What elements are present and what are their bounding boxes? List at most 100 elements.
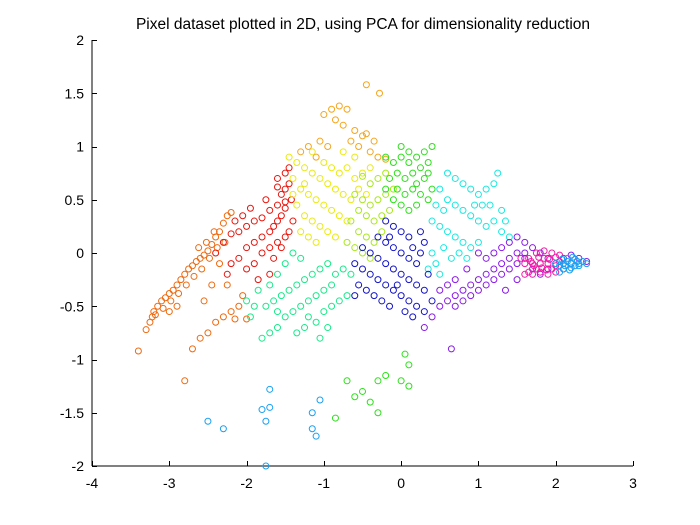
scatter-point xyxy=(227,260,235,268)
scatter-point xyxy=(374,276,382,284)
scatter-point xyxy=(424,270,432,278)
scatter-point xyxy=(513,233,521,241)
scatter-point xyxy=(413,260,421,268)
scatter-point xyxy=(397,201,405,209)
scatter-point xyxy=(583,260,591,268)
scatter-point xyxy=(335,102,343,110)
scatter-point xyxy=(301,164,309,172)
scatter-point xyxy=(478,201,486,209)
scatter-point xyxy=(250,238,258,246)
scatter-point xyxy=(455,249,463,257)
scatter-point xyxy=(312,196,320,204)
scatter-point xyxy=(204,329,212,337)
scatter-point xyxy=(482,185,490,193)
scatter-point xyxy=(513,249,521,257)
scatter-point xyxy=(436,222,444,230)
scatter-point xyxy=(436,286,444,294)
scatter-point xyxy=(389,185,397,193)
scatter-point xyxy=(301,180,309,188)
scatter-point xyxy=(482,270,490,278)
scatter-point xyxy=(556,268,564,276)
scatter-point xyxy=(301,276,309,284)
scatter-point xyxy=(216,260,224,268)
scatter-point xyxy=(463,254,471,262)
scatter-point xyxy=(289,308,297,316)
scatter-point xyxy=(362,212,370,220)
scatter-point xyxy=(308,425,316,433)
scatter-point xyxy=(498,206,506,214)
scatter-point xyxy=(289,249,297,257)
scatter-point xyxy=(521,270,529,278)
scatter-point xyxy=(316,137,324,145)
scatter-point xyxy=(134,347,142,355)
scatter-point xyxy=(571,255,579,263)
scatter-point xyxy=(366,201,374,209)
scatter-point xyxy=(451,174,459,182)
scatter-point xyxy=(405,297,413,305)
y-tick-label: -2 xyxy=(72,458,85,474)
scatter-point xyxy=(583,258,591,266)
scatter-point xyxy=(579,258,587,266)
scatter-point xyxy=(378,297,386,305)
scatter-point xyxy=(289,190,297,198)
scatter-point xyxy=(304,233,312,241)
scatter-point xyxy=(320,111,328,119)
scatter-point xyxy=(362,286,370,294)
scatter-point xyxy=(552,268,560,276)
scatter-point xyxy=(277,212,285,220)
scatter-point xyxy=(482,222,490,230)
scatter-point xyxy=(316,265,324,273)
scatter-point xyxy=(428,297,436,305)
x-tick-label: -3 xyxy=(163,475,176,491)
scatter-point xyxy=(185,265,193,273)
scatter-point xyxy=(529,270,537,278)
scatter-point xyxy=(324,143,332,150)
scatter-point xyxy=(324,180,332,188)
scatter-point xyxy=(266,244,274,252)
scatter-point xyxy=(335,212,343,220)
scatter-point xyxy=(428,143,436,150)
scatter-point xyxy=(359,249,366,257)
scatter-point xyxy=(366,254,374,262)
scatter-point xyxy=(273,174,281,182)
scatter-point xyxy=(297,254,305,262)
chart-title: Pixel dataset plotted in 2D, using PCA f… xyxy=(136,16,590,33)
scatter-point xyxy=(521,254,529,262)
scatter-point xyxy=(281,169,289,177)
scatter-point xyxy=(521,249,529,257)
scatter-point xyxy=(546,255,554,263)
scatter-point xyxy=(382,260,390,268)
scatter-point xyxy=(227,308,235,316)
scatter-point xyxy=(285,228,293,236)
scatter-point xyxy=(204,417,212,425)
x-tick-label: -2 xyxy=(240,475,253,491)
scatter-point xyxy=(328,281,336,289)
scatter-point xyxy=(382,185,390,193)
scatter-point xyxy=(293,281,301,289)
scatter-point xyxy=(544,260,552,268)
scatter-point xyxy=(397,143,405,150)
scatter-point xyxy=(231,217,239,225)
scatter-point xyxy=(293,329,301,337)
scatter-point xyxy=(521,238,529,246)
scatter-point xyxy=(521,260,529,268)
scatter-point xyxy=(467,244,475,252)
scatter-point xyxy=(293,158,301,166)
scatter-point xyxy=(316,396,324,404)
scatter-point xyxy=(324,228,332,236)
scatter-point xyxy=(378,212,386,220)
scatter-point xyxy=(351,260,359,268)
scatter-point xyxy=(424,158,432,166)
scatter-point xyxy=(258,249,266,257)
scatter-point xyxy=(343,217,351,225)
scatter-point xyxy=(386,174,394,182)
scatter-point xyxy=(270,222,278,230)
scatter-point xyxy=(474,286,482,294)
scatter-point xyxy=(498,228,506,236)
scatter-point xyxy=(459,297,467,305)
scatter-point xyxy=(347,217,355,225)
scatter-point xyxy=(420,286,428,294)
scatter-point xyxy=(416,228,424,236)
scatter-point xyxy=(359,132,366,140)
scatter-point xyxy=(416,164,424,172)
